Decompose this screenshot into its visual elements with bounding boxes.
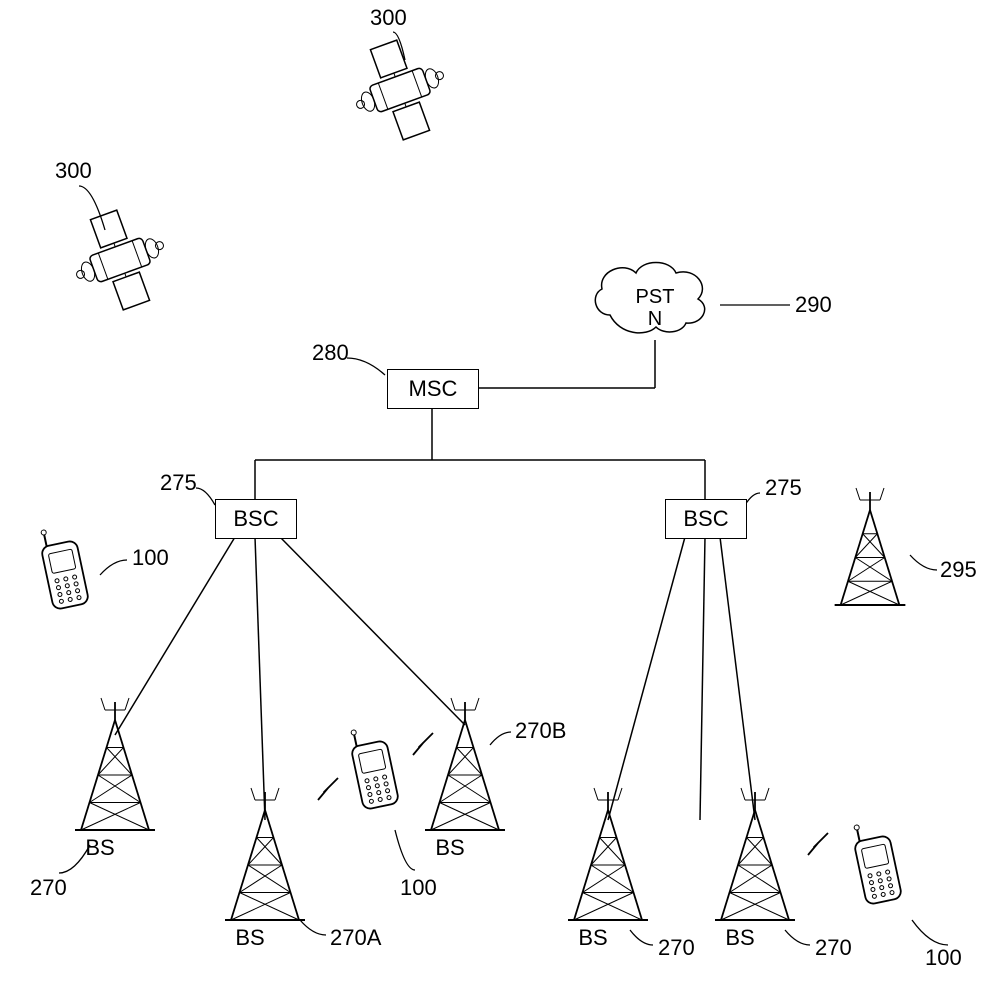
svg-text:N: N [648,308,662,330]
svg-text:270: 270 [815,935,852,960]
svg-text:BS: BS [85,835,114,860]
svg-text:270B: 270B [515,718,566,743]
svg-text:300: 300 [55,158,92,183]
svg-text:290: 290 [795,292,832,317]
bsc-right-box: BSC [665,499,747,539]
svg-text:300: 300 [370,5,407,30]
svg-text:100: 100 [925,945,962,970]
svg-text:PST: PST [636,286,675,308]
svg-text:275: 275 [765,475,802,500]
svg-text:BS: BS [235,925,264,950]
svg-text:BS: BS [435,835,464,860]
svg-text:275: 275 [160,470,197,495]
svg-text:270A: 270A [330,925,382,950]
svg-text:270: 270 [658,935,695,960]
svg-text:BS: BS [725,925,754,950]
svg-text:295: 295 [940,557,977,582]
diagram-canvas: PSTN BS BS BS BS BS 300 300 290 280 275 275 100 100 29… [0,0,982,1000]
svg-text:270: 270 [30,875,67,900]
svg-text:100: 100 [400,875,437,900]
msc-box: MSC [387,369,479,409]
svg-text:100: 100 [132,545,169,570]
svg-text:BS: BS [578,925,607,950]
bsc-left-box: BSC [215,499,297,539]
svg-text:280: 280 [312,340,349,365]
